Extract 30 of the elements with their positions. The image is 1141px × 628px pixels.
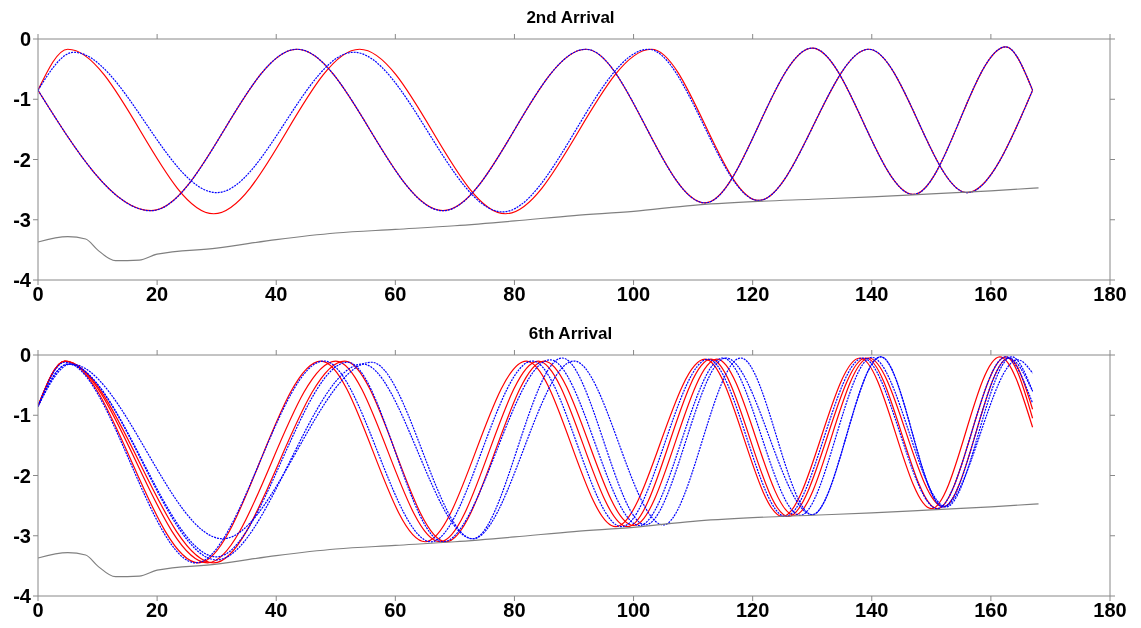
- y-tick-label: -3: [13, 208, 31, 231]
- x-tick-label: 20: [145, 283, 169, 306]
- x-tick-label: 180: [1093, 283, 1127, 306]
- x-tick-label: 80: [503, 283, 526, 306]
- y-tick-label: 0: [19, 344, 31, 367]
- y-tick-label: 0: [19, 28, 31, 51]
- x-tick-label: 160: [974, 599, 1008, 622]
- y-tick-label: -2: [13, 148, 31, 171]
- y-tick-label: -1: [13, 88, 31, 111]
- y-tick-label: -4: [13, 269, 32, 292]
- x-tick-label: 60: [384, 283, 407, 306]
- x-tick-label: 100: [616, 599, 651, 622]
- x-tick-label: 40: [265, 599, 288, 622]
- chart-title: 2nd Arrival: [526, 8, 615, 27]
- y-tick-label: -1: [13, 404, 31, 427]
- y-tick-label: -2: [13, 464, 31, 487]
- chart-title: 6th Arrival: [528, 324, 613, 343]
- x-tick-label: 120: [735, 599, 770, 622]
- x-tick-label: 180: [1093, 599, 1127, 622]
- y-tick-label: -4: [13, 585, 32, 608]
- x-tick-label: 140: [855, 283, 889, 306]
- x-tick-label: 60: [384, 599, 407, 622]
- x-tick-label: 100: [616, 283, 651, 306]
- x-tick-label: 20: [145, 599, 169, 622]
- x-tick-label: 80: [503, 599, 526, 622]
- x-tick-label: 140: [855, 599, 889, 622]
- y-tick-label: -3: [13, 524, 31, 547]
- x-tick-label: 40: [265, 283, 288, 306]
- x-tick-label: 160: [974, 283, 1008, 306]
- x-tick-label: 120: [735, 283, 770, 306]
